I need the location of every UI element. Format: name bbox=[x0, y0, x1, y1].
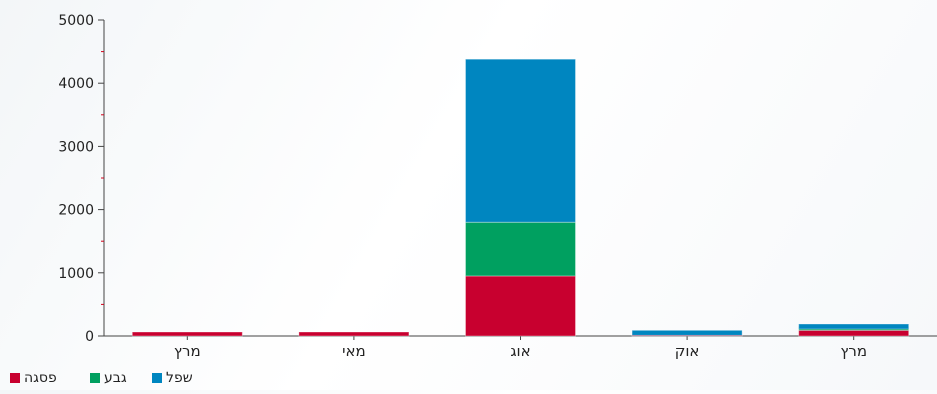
bar-segment bbox=[131, 331, 243, 337]
x-category-label: מרץ bbox=[174, 342, 201, 360]
bar-segment bbox=[298, 331, 410, 337]
bar-segment bbox=[798, 323, 910, 330]
x-category-label: מאי bbox=[342, 342, 366, 360]
x-category-label: מרץ bbox=[840, 342, 867, 360]
bar-segment bbox=[798, 329, 910, 337]
y-tick-label: 4000 bbox=[58, 76, 94, 92]
bar-segment bbox=[465, 275, 576, 337]
y-axis: 0 1000 2000 3000 4000 5000 bbox=[58, 13, 105, 345]
bars-group bbox=[131, 58, 910, 337]
legend-label: גבע bbox=[104, 370, 127, 386]
x-category-label: אוג bbox=[510, 342, 530, 360]
legend-label: שפל bbox=[166, 370, 193, 386]
legend: שפל גבע פסגה bbox=[10, 370, 193, 386]
bar-segment bbox=[465, 221, 576, 277]
y-tick-label: 5000 bbox=[58, 13, 94, 29]
legend-swatch bbox=[152, 373, 162, 383]
legend-swatch bbox=[10, 373, 20, 383]
bar-segment bbox=[465, 58, 576, 223]
y-tick-label: 1000 bbox=[58, 266, 94, 282]
y-tick-label: 2000 bbox=[58, 203, 94, 219]
x-axis: מרץ מאי אוג אוק מרץ bbox=[104, 335, 937, 360]
legend-swatch bbox=[90, 373, 100, 383]
y-tick-label: 0 bbox=[85, 329, 94, 345]
legend-label: פסגה bbox=[24, 370, 57, 386]
x-category-label: אוק bbox=[675, 342, 700, 360]
bar-segment bbox=[631, 329, 743, 336]
y-tick-label: 3000 bbox=[58, 139, 94, 155]
